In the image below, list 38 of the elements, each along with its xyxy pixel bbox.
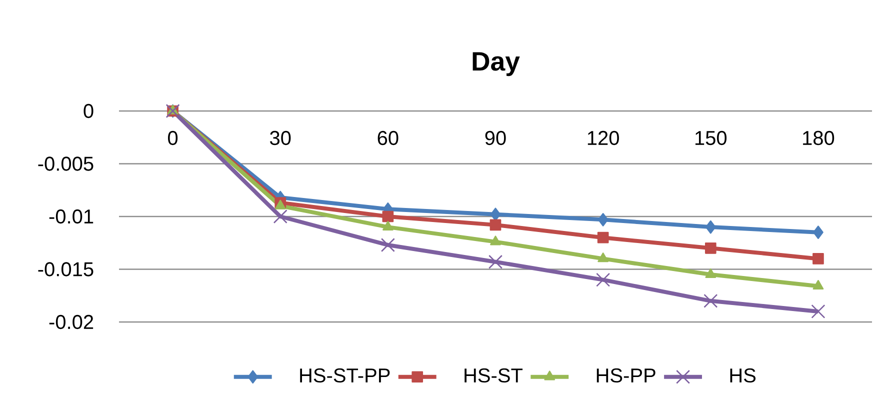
legend-label: HS: [730, 368, 756, 383]
x-tick-label: 0: [168, 130, 178, 146]
point: [274, 200, 286, 210]
point: [811, 304, 826, 318]
y-tick-label: -0.02: [49, 314, 94, 330]
point: [380, 238, 395, 252]
x-axis-title: Day: [472, 52, 520, 76]
point: [705, 220, 716, 234]
point: [488, 254, 503, 269]
point: [490, 219, 502, 231]
y-tick-label: -0.015: [38, 262, 94, 276]
point: [382, 210, 394, 222]
x-tick-label: 30: [270, 130, 291, 146]
point: [597, 232, 609, 244]
legend-label: HS-PP: [596, 368, 656, 383]
point: [382, 220, 394, 230]
point: [273, 209, 288, 224]
point: [812, 253, 824, 264]
point: [704, 242, 716, 254]
legend-label: HS-ST-PP: [300, 368, 390, 383]
x-tick-label: 150: [695, 130, 727, 146]
y-tick-label: 0: [84, 104, 94, 118]
x-tick-label: 60: [378, 130, 398, 146]
legend-label: HS-ST: [464, 368, 523, 383]
point: [813, 226, 824, 239]
point: [598, 212, 608, 226]
point: [490, 236, 501, 246]
x-tick-label: 120: [588, 130, 619, 146]
point: [490, 208, 501, 222]
y-tick-label: -0.01: [49, 209, 94, 224]
y-tick-label: -0.005: [38, 156, 94, 171]
x-tick-label: 180: [803, 130, 834, 146]
point: [812, 280, 824, 290]
point: [704, 294, 718, 308]
x-tick-label: 90: [485, 130, 506, 146]
point: [596, 272, 610, 287]
point: [598, 252, 608, 262]
point: [705, 268, 716, 278]
